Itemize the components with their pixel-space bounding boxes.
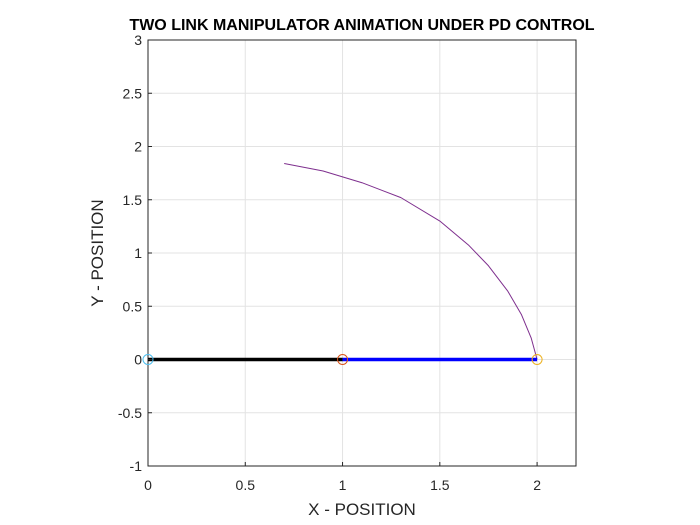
y-tick-label: -1: [130, 458, 143, 474]
plot-data: [142, 163, 543, 365]
y-tick-label: 0.5: [123, 298, 143, 314]
x-tick-label: 0: [144, 477, 152, 493]
y-tick-label: 1.5: [123, 192, 143, 208]
y-tick-label: 2.5: [123, 85, 143, 101]
elbow-joint-marker: [337, 354, 349, 365]
base-joint-marker: [142, 354, 154, 365]
x-tick-label: 0.5: [236, 477, 256, 493]
x-axis-label: X - POSITION: [308, 500, 416, 519]
y-tick-label: -0.5: [118, 405, 142, 421]
end-effector-marker: [531, 354, 543, 365]
chart-title: TWO LINK MANIPULATOR ANIMATION UNDER PD …: [129, 17, 594, 34]
y-tick-label: 0: [134, 352, 142, 368]
x-tick-label: 1.5: [430, 477, 450, 493]
axis-ticks: 0 0.5 1 1.5 2 -1 -0.5 0 0.5 1 1.5 2 2.5 3: [118, 32, 541, 493]
x-tick-label: 2: [533, 477, 541, 493]
y-axis-label: Y - POSITION: [88, 199, 107, 306]
trajectory-curve: [284, 163, 538, 360]
y-tick-label: 3: [134, 32, 142, 48]
x-tick-label: 1: [339, 477, 347, 493]
y-tick-label: 1: [134, 245, 142, 261]
y-tick-label: 2: [134, 139, 142, 155]
